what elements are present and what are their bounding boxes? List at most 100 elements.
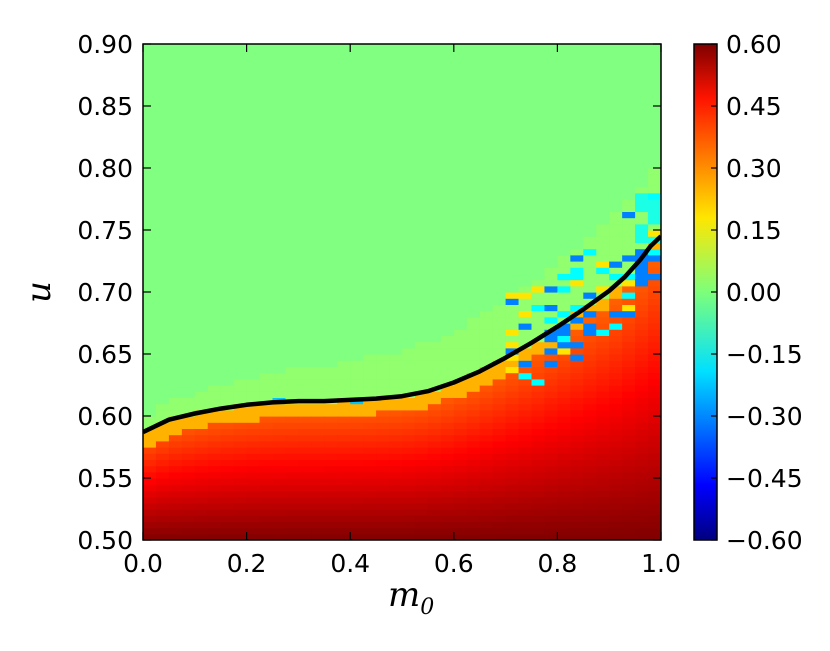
- heatmap-cell: [272, 75, 287, 82]
- heatmap-cell: [466, 509, 481, 516]
- heatmap-cell: [220, 112, 235, 119]
- heatmap-cell: [622, 230, 636, 237]
- heatmap-cell: [194, 186, 209, 194]
- heatmap-cell: [194, 124, 209, 132]
- heatmap-cell: [337, 93, 351, 101]
- heatmap-cell: [453, 118, 468, 126]
- heatmap-cell: [583, 186, 597, 194]
- heatmap-cell: [544, 99, 558, 107]
- heatmap-cell: [622, 174, 636, 181]
- heatmap-cell: [479, 422, 494, 429]
- heatmap-cell: [363, 453, 377, 460]
- heatmap-cell: [570, 409, 584, 417]
- heatmap-cell: [531, 93, 546, 101]
- heatmap-cell: [518, 459, 533, 467]
- heatmap-cell: [285, 366, 299, 374]
- heatmap-cell: [479, 385, 494, 392]
- heatmap-cell: [143, 87, 157, 95]
- heatmap-cell: [648, 199, 661, 206]
- heatmap-cell: [583, 422, 597, 429]
- heatmap-cell: [311, 62, 325, 70]
- heatmap-cell: [414, 329, 429, 336]
- heatmap-cell: [648, 515, 661, 522]
- heatmap-cell: [233, 62, 248, 70]
- heatmap-cell: [466, 341, 481, 349]
- heatmap-cell: [596, 81, 610, 88]
- heatmap-cell: [596, 68, 610, 76]
- heatmap-cell: [272, 161, 287, 169]
- heatmap-cell: [518, 502, 533, 510]
- heatmap-cell: [350, 521, 364, 529]
- heatmap-cell: [557, 118, 571, 126]
- heatmap-cell: [376, 180, 390, 188]
- heatmap-cell: [466, 211, 481, 219]
- heatmap-cell: [479, 403, 494, 411]
- heatmap-cell: [207, 199, 222, 206]
- heatmap-cell: [246, 93, 261, 101]
- heatmap-cell: [570, 378, 584, 386]
- heatmap-cell: [324, 385, 338, 392]
- heatmap-cell: [168, 490, 183, 498]
- heatmap-cell: [570, 254, 584, 262]
- heatmap-cell: [609, 397, 623, 405]
- heatmap-cell: [220, 366, 235, 374]
- heatmap-cell: [518, 230, 533, 237]
- heatmap-cell: [376, 527, 390, 535]
- heatmap-cell: [453, 211, 468, 219]
- heatmap-cell: [596, 391, 610, 398]
- heatmap-cell: [233, 478, 248, 485]
- heatmap-cell: [518, 81, 533, 88]
- heatmap-cell: [207, 316, 222, 324]
- heatmap-cell: [531, 434, 546, 442]
- heatmap-cell: [337, 261, 351, 268]
- heatmap-cell: [570, 440, 584, 448]
- heatmap-cell: [518, 335, 533, 343]
- heatmap-cell: [402, 211, 416, 219]
- heatmap-cell: [207, 378, 222, 386]
- heatmap-cell: [492, 509, 507, 516]
- heatmap-cell: [596, 217, 610, 225]
- heatmap-cell: [570, 242, 584, 250]
- heatmap-cell: [622, 199, 636, 206]
- heatmap-cell: [298, 279, 312, 287]
- heatmap-cell: [505, 484, 520, 491]
- heatmap-cell: [453, 521, 468, 529]
- heatmap-cell: [570, 484, 584, 491]
- heatmap-cell: [453, 465, 468, 473]
- heatmap-cell: [479, 335, 494, 343]
- heatmap-cell: [168, 205, 183, 212]
- heatmap-cell: [233, 515, 248, 522]
- heatmap-cell: [337, 329, 351, 336]
- heatmap-cell: [143, 106, 157, 113]
- heatmap-cell: [505, 81, 520, 88]
- heatmap-cell: [285, 323, 299, 330]
- heatmap-cell: [285, 409, 299, 417]
- heatmap-cell: [531, 453, 546, 460]
- heatmap-cell: [363, 236, 377, 243]
- heatmap-cell: [207, 261, 222, 268]
- heatmap-cell: [479, 261, 494, 268]
- heatmap-cell: [376, 372, 390, 380]
- heatmap-cell: [635, 434, 649, 442]
- heatmap-cell: [233, 279, 248, 287]
- heatmap-cell: [622, 56, 636, 64]
- heatmap-cell: [272, 329, 287, 336]
- heatmap-cell: [181, 75, 196, 82]
- heatmap-cell: [440, 409, 455, 417]
- heatmap-cell: [518, 416, 533, 423]
- heatmap-cell: [492, 447, 507, 454]
- heatmap-cell: [544, 422, 558, 429]
- heatmap-cell: [350, 323, 364, 330]
- heatmap-cell: [376, 360, 390, 367]
- heatmap-cell: [518, 422, 533, 429]
- heatmap-cell: [466, 440, 481, 448]
- heatmap-cell: [635, 180, 649, 188]
- boundary-curve: [143, 234, 661, 435]
- heatmap-cell: [402, 422, 416, 429]
- heatmap-cell: [531, 521, 546, 529]
- heatmap-cell: [479, 99, 494, 107]
- heatmap-cell: [609, 292, 623, 299]
- heatmap-cell: [583, 329, 597, 336]
- heatmap-cell: [181, 248, 196, 256]
- heatmap-cell: [609, 285, 623, 293]
